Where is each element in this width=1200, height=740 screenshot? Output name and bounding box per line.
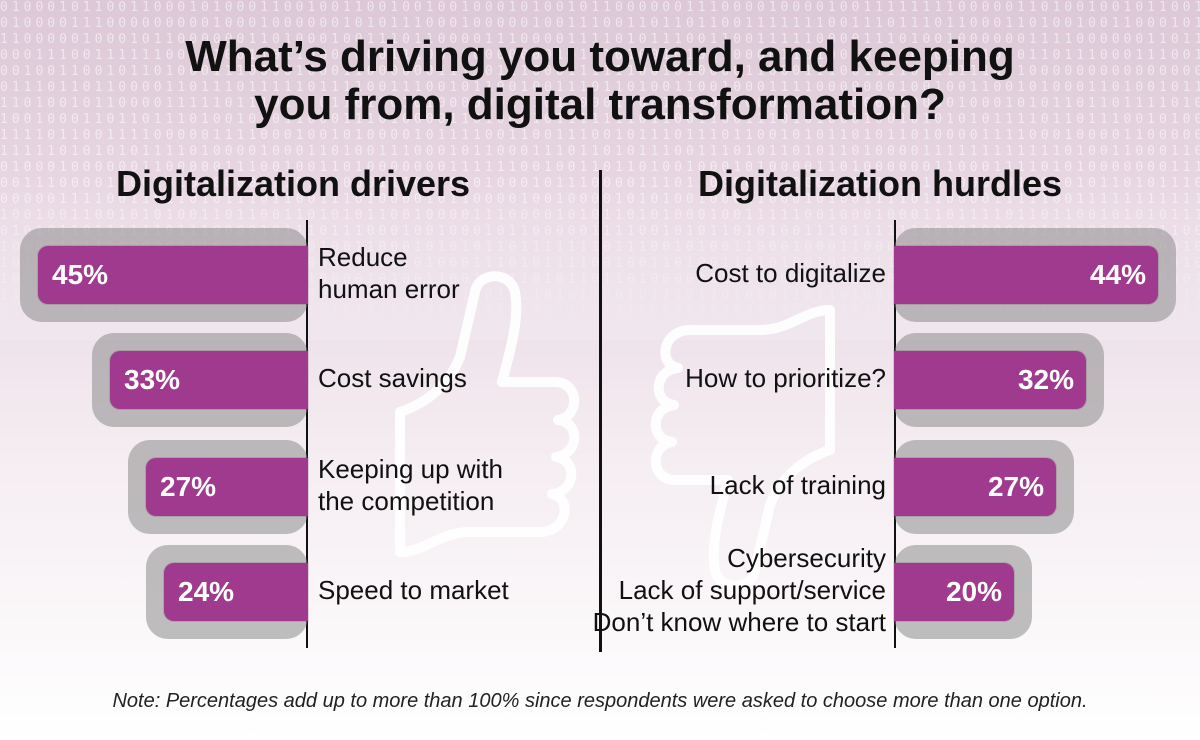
hurdles-title: Digitalization hurdles xyxy=(698,163,1063,204)
bar: 24% xyxy=(164,563,308,621)
bar: 20% xyxy=(894,563,1014,621)
category-label-line: Keeping up with xyxy=(318,454,504,484)
chart-title-line2: you from, digital transformation? xyxy=(254,80,946,129)
category-label: How to prioritize? xyxy=(560,362,886,394)
category-label: Cybersecurity Lack of support/service Don’… xyxy=(560,542,886,638)
bar: 27% xyxy=(146,458,308,516)
category-label: Lack of training xyxy=(560,469,886,501)
data-label: 45% xyxy=(52,259,109,290)
bar: 33% xyxy=(110,351,308,409)
data-label: 32% xyxy=(1017,364,1074,395)
data-label: 33% xyxy=(124,364,181,395)
center-divider xyxy=(599,170,602,652)
category-label: Cost to digitalize xyxy=(560,257,886,289)
category-label-line: Lack of support/service xyxy=(618,575,886,605)
category-label-line: How to prioritize? xyxy=(685,363,886,393)
category-label-line: human error xyxy=(318,274,460,304)
bar: 44% xyxy=(894,246,1158,304)
category-label-line: Lack of training xyxy=(709,470,886,500)
footnote: Note: Percentages add up to more than 10… xyxy=(112,690,1088,712)
category-label: Reduce human error xyxy=(318,241,460,305)
category-label: Speed to market xyxy=(318,574,509,606)
category-label: Keeping up with the competition xyxy=(318,453,503,517)
data-label: 27% xyxy=(987,471,1044,502)
category-label-line: Reduce xyxy=(318,242,408,272)
category-label-line: Don’t know where to start xyxy=(592,607,886,637)
data-label: 20% xyxy=(945,576,1002,607)
data-label: 24% xyxy=(178,576,235,607)
category-label-line: Speed to market xyxy=(318,575,509,605)
drivers-axis xyxy=(306,220,308,648)
bar: 32% xyxy=(894,351,1086,409)
chart-title-line1: What’s driving you toward, and keeping xyxy=(185,32,1015,81)
category-label: Cost savings xyxy=(318,362,467,394)
thumbs-up-icon xyxy=(395,271,580,557)
bar: 45% xyxy=(38,246,308,304)
category-label-line: the competition xyxy=(318,486,495,516)
drivers-title: Digitalization drivers xyxy=(116,163,471,204)
hurdles-axis xyxy=(894,220,896,648)
bar: 27% xyxy=(894,458,1056,516)
category-label-line: Cybersecurity xyxy=(727,543,886,573)
category-label-line: Cost savings xyxy=(318,363,467,393)
data-label: 27% xyxy=(160,471,217,502)
data-label: 44% xyxy=(1089,259,1146,290)
category-label-line: Cost to digitalize xyxy=(695,258,886,288)
thumbs-down-icon xyxy=(650,305,835,591)
